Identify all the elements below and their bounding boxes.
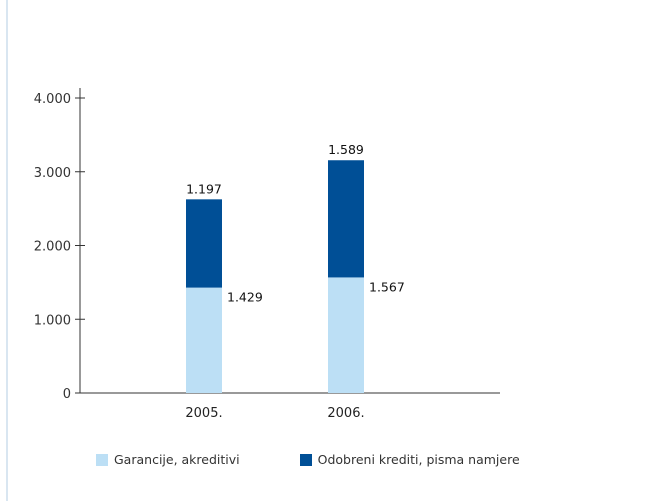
stacked-bar-chart: 0 1.000 2.000 3.000 4.000 1.429 1.197 2005. 1.5… <box>34 88 500 421</box>
x-category-label: 2005. <box>185 406 222 421</box>
y-tick-label: 4.000 <box>34 92 71 107</box>
data-label-garancije-0: 1.429 <box>227 290 263 305</box>
legend: Garancije, akreditivi Odobreni krediti, … <box>96 452 520 467</box>
data-label-krediti-0: 1.197 <box>186 181 222 196</box>
labels: 1.429 1.197 2005. 1.567 1.589 2006. <box>185 142 404 421</box>
axes: 0 1.000 2.000 3.000 4.000 <box>34 88 500 402</box>
legend-label-garancije: Garancije, akreditivi <box>114 452 240 467</box>
bar-garancije-0 <box>186 287 222 393</box>
data-label-krediti-1: 1.589 <box>328 142 364 157</box>
y-tick-label: 0 <box>63 387 71 402</box>
page-left-rule <box>6 0 8 501</box>
bar-krediti-1 <box>328 160 364 278</box>
x-category-label: 2006. <box>327 406 364 421</box>
y-tick-label: 1.000 <box>34 313 71 328</box>
bar-krediti-0 <box>186 199 222 288</box>
y-tick-label: 2.000 <box>34 240 71 255</box>
legend-item-krediti: Odobreni krediti, pisma namjere <box>299 452 520 467</box>
legend-swatch-krediti <box>299 453 312 466</box>
y-tick-label: 3.000 <box>34 166 71 181</box>
data-label-garancije-1: 1.567 <box>369 279 405 294</box>
legend-item-garancije: Garancije, akreditivi <box>96 452 240 467</box>
legend-label-krediti: Odobreni krediti, pisma namjere <box>317 452 520 467</box>
bars <box>186 160 364 393</box>
bar-garancije-1 <box>328 277 364 393</box>
legend-swatch-garancije <box>96 453 108 466</box>
